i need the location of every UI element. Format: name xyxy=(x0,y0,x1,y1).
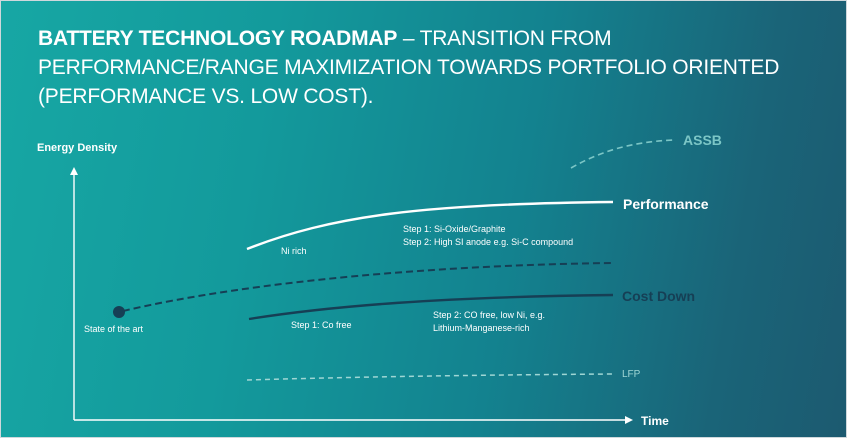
assb-label: ASSB xyxy=(683,132,722,148)
performance-line xyxy=(246,200,614,251)
x-axis-label: Time xyxy=(641,414,669,428)
title-rest-part: – TRANSITION FROM PERFORMANCE/RANGE MAXI… xyxy=(38,27,780,108)
state-of-art-point xyxy=(113,306,125,318)
cost-down-label: Cost Down xyxy=(622,288,695,304)
state-of-art-dashed-line xyxy=(122,262,614,312)
cost-step2-annotation-line2: Lithium-Manganese-rich xyxy=(433,323,530,333)
title-bold-part: BATTERY TECHNOLOGY ROADMAP xyxy=(38,27,398,50)
y-axis-label: Energy Density xyxy=(37,142,118,154)
state-of-art-label: State of the art xyxy=(84,324,144,334)
slide-title: BATTERY TECHNOLOGY ROADMAP – TRANSITION … xyxy=(38,24,828,111)
lfp-dashed-line xyxy=(246,373,614,381)
cost-down-line xyxy=(248,293,614,321)
performance-label: Performance xyxy=(623,196,709,212)
performance-step1-annotation: Step 1: Si-Oxide/Graphite xyxy=(403,224,506,234)
cost-step2-annotation-line1: Step 2: CO free, low Ni, e.g. xyxy=(433,310,545,320)
performance-step2-annotation: Step 2: High SI anode e.g. Si-C compound xyxy=(403,237,573,247)
ni-rich-annotation: Ni rich xyxy=(281,246,307,256)
cost-step1-annotation: Step 1: Co free xyxy=(291,320,352,330)
lfp-label: LFP xyxy=(622,369,641,380)
assb-dashed-line xyxy=(570,139,674,169)
